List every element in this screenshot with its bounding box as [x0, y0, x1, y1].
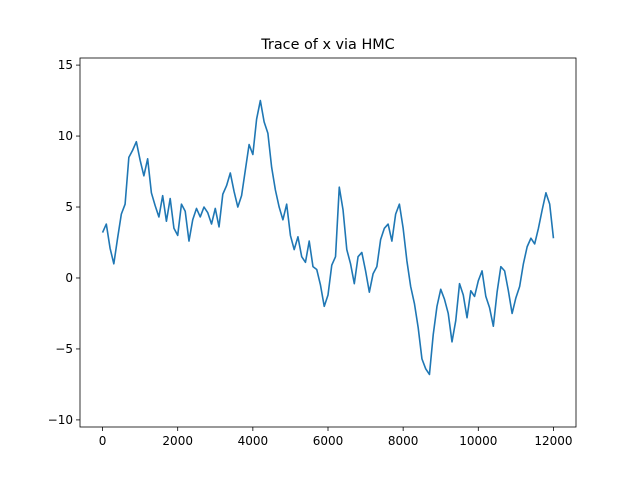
x-tick-label: 6000 [313, 434, 344, 448]
x-tick-label: 10000 [459, 434, 497, 448]
x-tick-label: 12000 [534, 434, 572, 448]
chart-title: Trace of x via HMC [260, 37, 394, 53]
x-axis: 0 2000 4000 6000 8000 10000 12000 [99, 427, 573, 448]
y-tick-label: −5 [55, 342, 73, 356]
y-tick-label: 5 [65, 200, 73, 214]
x-tick-label: 2000 [162, 434, 193, 448]
y-tick-label: 10 [58, 129, 73, 143]
x-tick-label: 4000 [238, 434, 269, 448]
y-tick-label: 0 [65, 271, 73, 285]
y-axis: −10 −5 0 5 10 15 [48, 58, 80, 427]
y-tick-label: −10 [48, 413, 73, 427]
series-layer [101, 99, 555, 376]
trace-line-series-0 [101, 99, 555, 376]
x-tick-label: 0 [99, 434, 107, 448]
x-tick-label: 8000 [388, 434, 419, 448]
y-tick-label: 15 [58, 58, 73, 72]
